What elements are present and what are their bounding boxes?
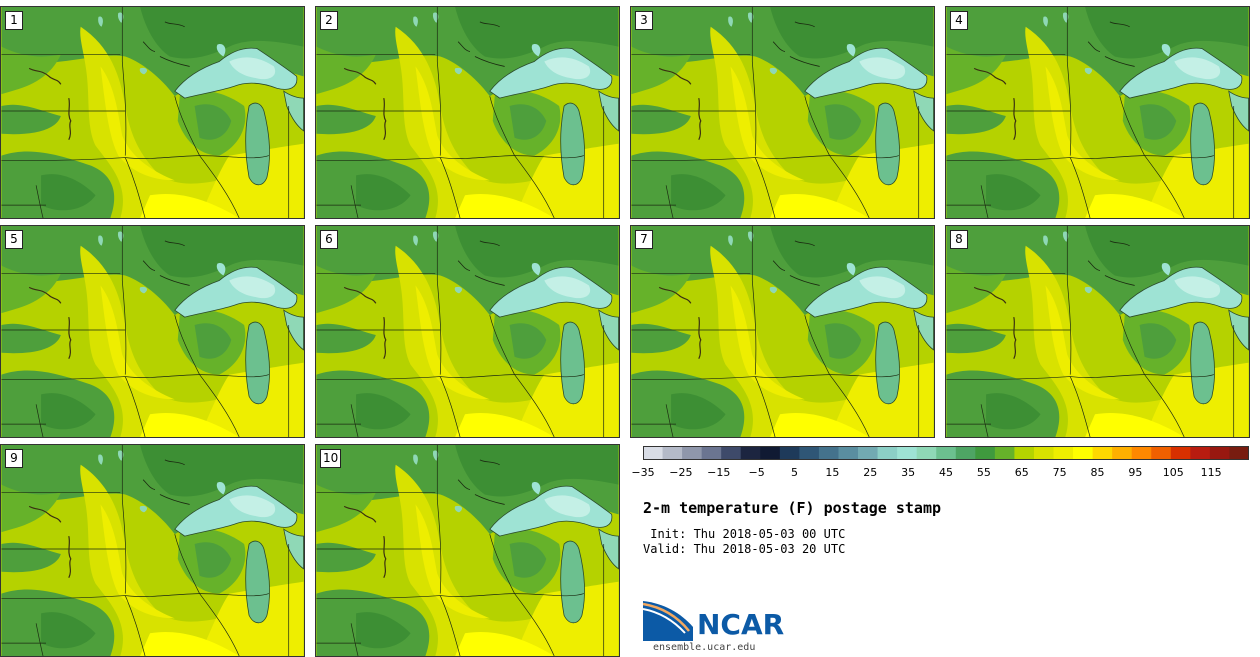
colorbar-segment (858, 446, 878, 460)
colorbar-segment (1229, 446, 1249, 460)
temperature-colorbar (643, 446, 1249, 460)
colorbar-tick-label: 5 (791, 466, 798, 479)
ensemble-panel-2: 2 (315, 6, 620, 219)
colorbar-segment (838, 446, 859, 460)
colorbar-segment (1209, 446, 1230, 460)
colorbar-tick-label: 25 (863, 466, 878, 479)
colorbar-tick-label: −15 (707, 466, 731, 479)
figure-title: 2-m temperature (F) postage stamp (643, 499, 942, 517)
temperature-map-1 (1, 7, 304, 218)
ensemble-panel-8: 8 (945, 225, 1250, 438)
ncar-logo-icon (643, 601, 693, 641)
colorbar-tick-label: 55 (976, 466, 991, 479)
member-label: 9 (5, 449, 23, 468)
temperature-map-5 (1, 226, 304, 437)
colorbar-segment (1190, 446, 1211, 460)
temperature-map-8 (946, 226, 1249, 437)
colorbar-segment (994, 446, 1015, 460)
ensemble-panel-6: 6 (315, 225, 620, 438)
colorbar-segment (877, 446, 898, 460)
member-label: 3 (635, 11, 653, 30)
colorbar-segment (916, 446, 937, 460)
ensemble-panel-5: 5 (0, 225, 305, 438)
member-label: 6 (320, 230, 338, 249)
colorbar-tick-label: 115 (1200, 466, 1222, 479)
valid-time: Valid: Thu 2018-05-03 20 UTC (643, 542, 846, 556)
colorbar-tick-label: 45 (939, 466, 953, 479)
ensemble-panel-3: 3 (630, 6, 935, 219)
member-label: 2 (320, 11, 338, 30)
colorbar-segment (701, 446, 722, 460)
temperature-map-7 (631, 226, 934, 437)
colorbar-segment (1131, 446, 1152, 460)
colorbar-segment (643, 446, 663, 460)
colorbar-tick-label: 65 (1014, 466, 1029, 479)
colorbar-segment (955, 446, 976, 460)
colorbar-tick-label: 35 (901, 466, 916, 479)
colorbar-tick-label: 105 (1162, 466, 1184, 479)
temperature-map-9 (1, 445, 304, 656)
website-url[interactable]: ensemble.ucar.edu (653, 642, 756, 653)
colorbar-segment (975, 446, 996, 460)
colorbar-tick-label: −5 (748, 466, 765, 479)
colorbar-segment (1151, 446, 1172, 460)
colorbar-tick-labels: −35 −25 −15 −5 5 15 25 35 45 55 65 75 85 95 105 115 (631, 466, 1260, 482)
member-label: 1 (5, 11, 23, 30)
colorbar-segment (721, 446, 742, 460)
ensemble-panel-10: 10 (315, 444, 620, 657)
ncar-wordmark: NCAR (697, 608, 785, 641)
temperature-map-3 (631, 7, 934, 218)
member-label: 10 (320, 449, 342, 468)
member-label: 8 (950, 230, 968, 249)
colorbar-tick-label: −35 (631, 466, 655, 479)
colorbar-border (643, 446, 1249, 460)
colorbar-tick-label: 75 (1052, 466, 1067, 479)
colorbar-segment (662, 446, 683, 460)
colorbar-segment (1033, 446, 1054, 460)
colorbar-segment (682, 446, 703, 460)
colorbar-tick-label: 95 (1128, 466, 1143, 479)
colorbar-segment (1112, 446, 1133, 460)
temperature-map-6 (316, 226, 619, 437)
init-time: Init: Thu 2018-05-03 00 UTC (643, 527, 846, 541)
member-label: 7 (635, 230, 653, 249)
colorbar-segment (779, 446, 800, 460)
temperature-map-4 (946, 7, 1249, 218)
colorbar-tick-label: 15 (825, 466, 840, 479)
colorbar-tick-label: 85 (1090, 466, 1105, 479)
colorbar-segment (740, 446, 761, 460)
member-label: 4 (950, 11, 968, 30)
colorbar-segment (1014, 446, 1035, 460)
colorbar-segment (799, 446, 820, 460)
member-label: 5 (5, 230, 23, 249)
colorbar-segment (1092, 446, 1113, 460)
temperature-map-2 (316, 7, 619, 218)
ensemble-panel-9: 9 (0, 444, 305, 657)
colorbar-segment (1073, 446, 1094, 460)
temperature-map-10 (316, 445, 619, 656)
colorbar-segment (936, 446, 957, 460)
colorbar-tick-label: −25 (669, 466, 693, 479)
ensemble-panel-1: 1 (0, 6, 305, 219)
colorbar-segment (1170, 446, 1191, 460)
colorbar-segment (1053, 446, 1074, 460)
colorbar-segment (818, 446, 839, 460)
ensemble-panel-4: 4 (945, 6, 1250, 219)
colorbar-segment (897, 446, 918, 460)
colorbar-segment (760, 446, 781, 460)
ensemble-panel-7: 7 (630, 225, 935, 438)
